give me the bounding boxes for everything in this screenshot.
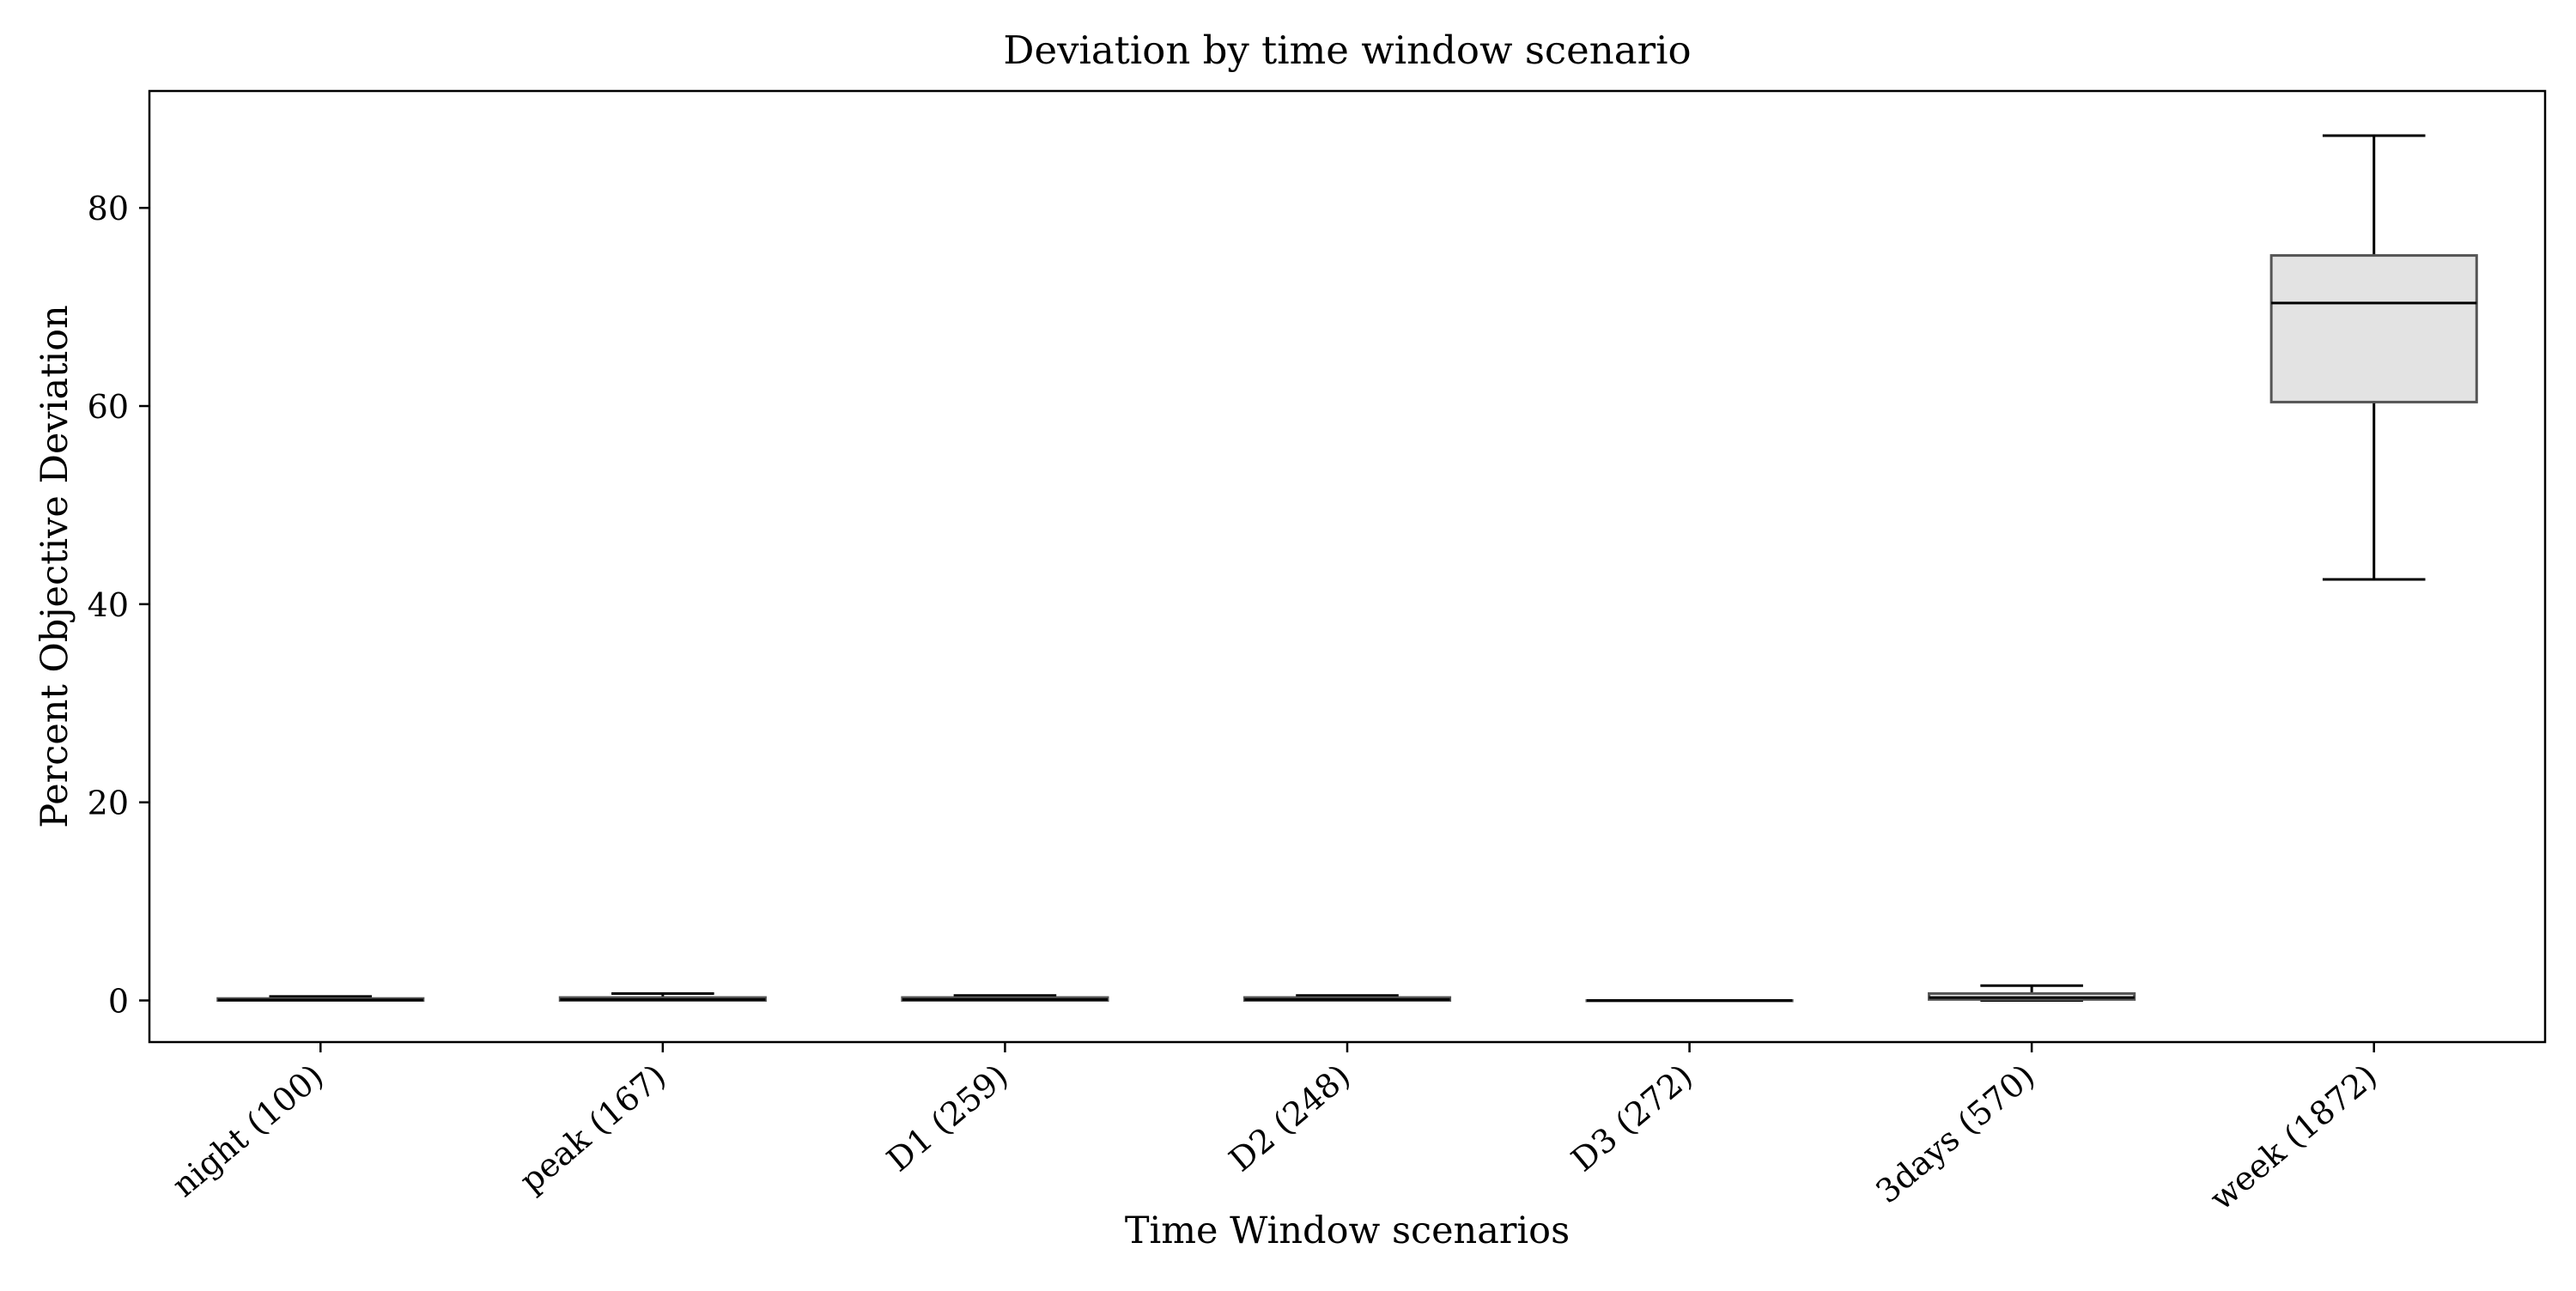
x-tick-label: 3days (570): [1868, 1057, 2042, 1210]
x-axis-label: Time Window scenarios: [1125, 1209, 1570, 1252]
plot-frame: [148, 89, 2547, 1044]
box-group-6: [2269, 134, 2478, 581]
boxes-layer: [216, 134, 2478, 1003]
box-group-5: [1928, 984, 2136, 1003]
y-tick-label: 60: [88, 388, 129, 426]
chart-title: Deviation by time window scenario: [1003, 27, 1691, 73]
y-axis-label: Percent Objective Deviation: [33, 305, 76, 827]
y-tick-label: 40: [88, 586, 129, 624]
y-tick-label: 0: [108, 983, 129, 1021]
box-group-1: [558, 991, 767, 1003]
x-tick-label: D2 (248): [1222, 1057, 1358, 1179]
x-tick-label: peak (167): [513, 1057, 673, 1200]
x-axis-ticks: night (100) peak (167) D1 (259) D2 (248) D3 …: [165, 1042, 2384, 1218]
x-tick-label: week (1872): [2202, 1057, 2384, 1217]
box-group-0: [216, 995, 425, 1003]
x-tick-label: D3 (272): [1564, 1057, 1700, 1179]
y-tick-label: 80: [88, 190, 129, 227]
y-tick-label: 20: [88, 785, 129, 822]
box-group-2: [901, 994, 1109, 1003]
box-group-4: [1585, 999, 1794, 1003]
x-tick-label: D1 (259): [880, 1057, 1016, 1179]
box-group-3: [1242, 994, 1452, 1003]
box-iqr: [2269, 254, 2478, 403]
y-axis-ticks: 0 20 40 60 80: [88, 190, 149, 1021]
x-tick-label: night (100): [165, 1057, 331, 1204]
